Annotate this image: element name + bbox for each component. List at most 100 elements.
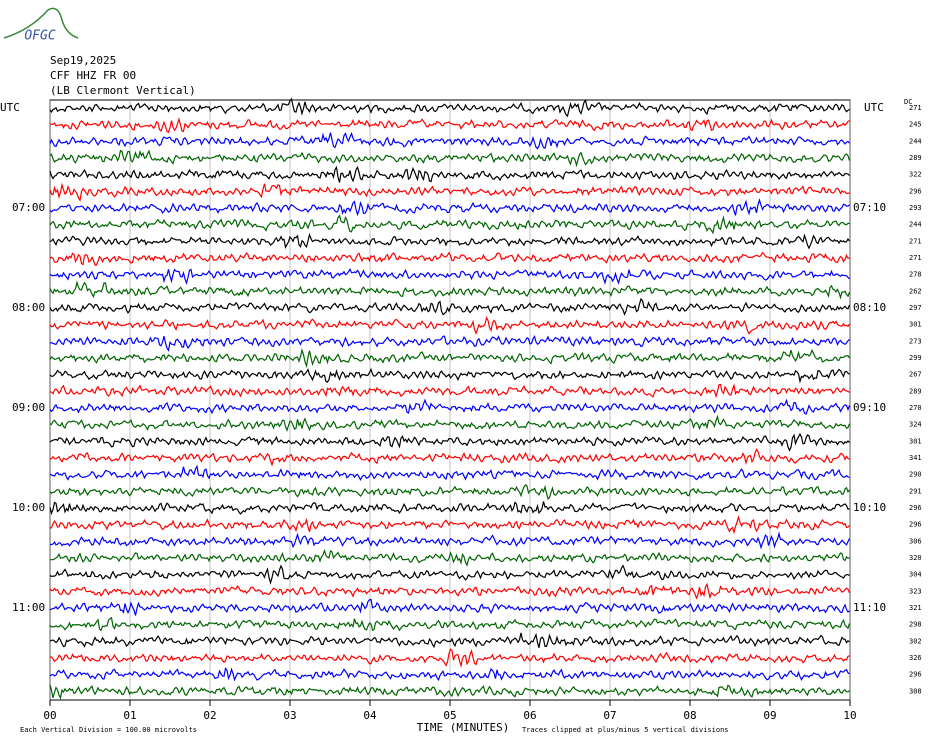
- dc-value: 244: [909, 137, 922, 145]
- dc-value: 302: [909, 637, 922, 645]
- left-time-label: 09:00: [12, 401, 45, 414]
- trace: [49, 564, 850, 586]
- left-time-label: 07:00: [12, 201, 45, 214]
- trace: [49, 548, 850, 567]
- trace: [50, 531, 851, 550]
- trace: [49, 348, 851, 369]
- trace: [49, 335, 850, 352]
- header-line: CFF HHZ FR 00: [50, 69, 136, 82]
- header-line: Sep19,2025: [50, 54, 116, 67]
- dc-value: 323: [909, 587, 922, 595]
- dc-value: 301: [909, 437, 922, 445]
- dc-value: 296: [909, 521, 922, 529]
- dc-value: 290: [909, 471, 922, 479]
- dc-value: 297: [909, 304, 922, 312]
- dc-value: 271: [909, 237, 922, 245]
- dc-value: 293: [909, 204, 922, 212]
- left-time-label: 10:00: [12, 501, 45, 514]
- trace: [49, 515, 850, 535]
- trace: [49, 297, 851, 316]
- dc-value: 301: [909, 321, 922, 329]
- trace: [49, 97, 850, 118]
- x-axis-title: TIME (MINUTES): [417, 721, 510, 734]
- dc-value: 341: [909, 454, 922, 462]
- dc-value: 271: [909, 254, 922, 262]
- dc-value: 304: [909, 571, 922, 579]
- right-time-label: 07:10: [853, 201, 886, 214]
- trace: [49, 251, 850, 266]
- trace: [49, 383, 850, 399]
- x-tick-label: 08: [683, 709, 696, 722]
- dc-value: 244: [909, 221, 922, 229]
- x-tick-label: 00: [43, 709, 56, 722]
- x-tick-label: 01: [123, 709, 136, 722]
- trace: [49, 598, 850, 616]
- left-time-label: 11:00: [12, 601, 45, 614]
- trace: [49, 117, 850, 134]
- trace: [49, 198, 850, 217]
- trace: [49, 632, 850, 649]
- trace: [49, 268, 850, 285]
- trace: [49, 582, 851, 600]
- left-time-label: UTC: [0, 101, 20, 114]
- trace: [49, 316, 851, 335]
- right-time-label: UTC: [864, 101, 884, 114]
- trace: [49, 667, 850, 682]
- dc-value: 296: [909, 671, 922, 679]
- x-tick-label: 04: [363, 709, 377, 722]
- trace: [49, 432, 850, 452]
- dc-value: 273: [909, 337, 922, 345]
- trace: [49, 280, 851, 300]
- dc-value: 270: [909, 404, 922, 412]
- trace: [49, 149, 851, 168]
- scale-note: Each Vertical Division = 100.00 microvol…: [20, 726, 197, 734]
- dc-value: 262: [909, 287, 922, 295]
- trace: [49, 131, 850, 150]
- header-line: (LB Clermont Vertical): [50, 84, 196, 97]
- x-tick-label: 02: [203, 709, 216, 722]
- dc-value: 245: [909, 121, 922, 129]
- trace: [49, 232, 850, 250]
- dc-value: 320: [909, 554, 922, 562]
- trace: [49, 616, 851, 632]
- trace: [49, 684, 850, 700]
- dc-value: 308: [909, 687, 922, 695]
- dc-value: 278: [909, 271, 922, 279]
- clip-note: Traces clipped at plus/minus 5 vertical …: [522, 726, 729, 734]
- dc-value: 271: [909, 104, 922, 112]
- dc-value: 306: [909, 537, 922, 545]
- logo: OFGC: [24, 29, 55, 44]
- x-tick-label: 03: [283, 709, 296, 722]
- dc-value: 321: [909, 604, 922, 612]
- trace: [49, 448, 850, 467]
- right-time-label: 10:10: [853, 501, 886, 514]
- x-tick-label: 06: [523, 709, 536, 722]
- trace: [49, 501, 850, 516]
- dc-value: 291: [909, 487, 922, 495]
- right-time-label: 08:10: [853, 301, 886, 314]
- dc-value: 296: [909, 504, 922, 512]
- dc-value: 296: [909, 187, 922, 195]
- dc-value: 289: [909, 154, 922, 162]
- right-time-label: 09:10: [853, 401, 886, 414]
- dc-value: 267: [909, 371, 922, 379]
- x-tick-label: 05: [443, 709, 456, 722]
- dc-value: 299: [909, 354, 922, 362]
- dc-value: 322: [909, 171, 922, 179]
- dc-value: 298: [909, 621, 922, 629]
- x-tick-label: 10: [843, 709, 856, 722]
- dc-value: 326: [909, 654, 922, 662]
- trace: [49, 484, 850, 501]
- x-tick-label: 07: [603, 709, 616, 722]
- trace: [49, 414, 851, 432]
- trace: [49, 464, 850, 481]
- trace: [49, 648, 850, 668]
- trace: [49, 398, 851, 415]
- trace: [49, 165, 850, 183]
- logo-mountain: [3, 7, 79, 39]
- trace: [49, 367, 850, 384]
- dc-label: DC: [904, 98, 912, 106]
- right-time-label: 11:10: [853, 601, 886, 614]
- trace: [49, 182, 850, 202]
